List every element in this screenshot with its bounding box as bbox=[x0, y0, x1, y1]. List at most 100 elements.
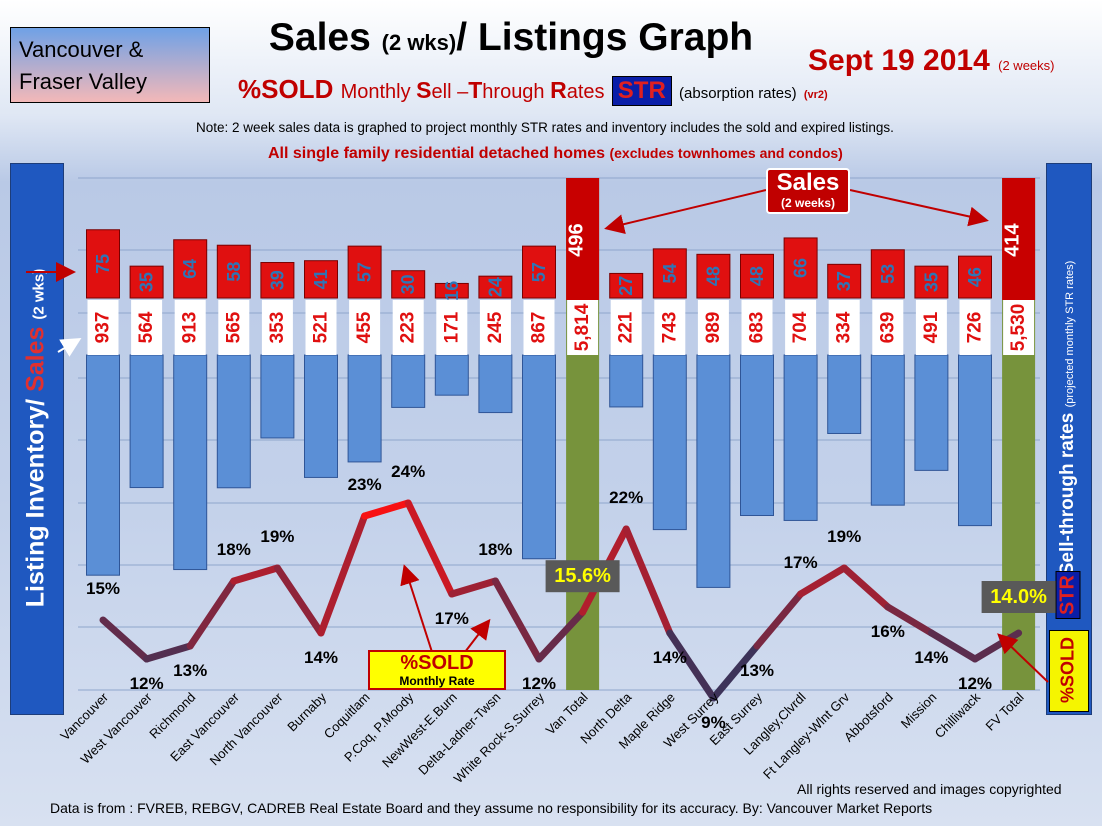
sales-value-label: 41 bbox=[311, 269, 331, 289]
inventory-label-box bbox=[741, 300, 773, 355]
region-label-box: Vancouver & Fraser Valley bbox=[10, 27, 210, 103]
sales-bar bbox=[478, 275, 513, 299]
sales-value-label: 16 bbox=[442, 281, 462, 301]
sales-callout-main: Sales bbox=[776, 169, 840, 196]
inventory-value-label: 704 bbox=[790, 311, 811, 343]
subtitle-s: S bbox=[416, 77, 432, 103]
inventory-value-label: 221 bbox=[616, 311, 637, 343]
category-label: Delta-Ladner-Twsn bbox=[415, 690, 503, 778]
region-line-1: Vancouver & bbox=[19, 37, 144, 62]
sales-callout: Sales (2 weeks) bbox=[766, 168, 850, 214]
inventory-label-box bbox=[828, 300, 860, 355]
inventory-bar bbox=[86, 354, 120, 576]
sales-value-label: 58 bbox=[224, 262, 244, 282]
inventory-bar bbox=[696, 354, 731, 588]
copyright-note: All rights reserved and images copyright… bbox=[797, 781, 1062, 797]
sold-rate-label: 23% bbox=[348, 475, 382, 494]
title-paren: (2 wks) bbox=[381, 30, 457, 55]
sales-bar bbox=[783, 237, 818, 299]
sales-bar bbox=[696, 253, 731, 299]
str-badge: STR bbox=[611, 76, 672, 106]
inventory-label-box bbox=[261, 300, 293, 355]
sales-value-label: 46 bbox=[965, 267, 985, 287]
inventory-value-label: 639 bbox=[877, 312, 898, 344]
sold-rate-label: 14% bbox=[914, 648, 948, 667]
sold-rate-label: 13% bbox=[740, 661, 774, 680]
sales-bar bbox=[827, 263, 862, 299]
inventory-label-box bbox=[349, 300, 381, 355]
inventory-value-label: 913 bbox=[180, 312, 201, 344]
inventory-bar bbox=[216, 354, 251, 489]
subtitle-hrough: hrough bbox=[482, 81, 545, 103]
sold-callout-sub: Monthly Rate bbox=[399, 674, 475, 688]
title-rest: / Listings Graph bbox=[456, 16, 754, 59]
sold-line-segment bbox=[361, 499, 412, 520]
sold-line-segment bbox=[622, 525, 674, 637]
inventory-value-label: 564 bbox=[136, 311, 157, 343]
inventory-bar bbox=[652, 354, 687, 531]
sales-value-label: 57 bbox=[529, 262, 549, 282]
total-sold-label: 15.6% bbox=[554, 565, 611, 587]
inventory-bar bbox=[173, 354, 208, 571]
sold-line-segment bbox=[927, 629, 979, 663]
sold-line-segment bbox=[273, 564, 325, 637]
subtitle-r: R bbox=[550, 77, 567, 103]
inventory-label-box bbox=[959, 300, 991, 355]
inventory-value-label: 5,530 bbox=[1008, 304, 1029, 352]
inventory-value-label: 726 bbox=[965, 312, 986, 344]
sales-bubble-arrow-right bbox=[849, 189, 989, 227]
inventory-value-label: 937 bbox=[93, 312, 114, 344]
sales-bar bbox=[870, 249, 905, 299]
inventory-label-box bbox=[872, 300, 904, 355]
inventory-label-box bbox=[1003, 300, 1035, 355]
sales-bar bbox=[522, 245, 556, 299]
subtitle-monthly: Monthly bbox=[340, 81, 411, 103]
sold-rate-line bbox=[99, 499, 1023, 702]
category-label: FV Total bbox=[983, 689, 1027, 733]
inventory-label-box bbox=[785, 300, 817, 355]
inventory-bar bbox=[522, 354, 556, 560]
sold-line-segment bbox=[709, 642, 761, 702]
note-scope: All single family residential detached h… bbox=[268, 145, 843, 163]
sales-value-label: 75 bbox=[93, 254, 113, 274]
left-axis-bar bbox=[10, 163, 64, 715]
sold-line-segment bbox=[753, 590, 805, 650]
sold-line-segment bbox=[230, 564, 281, 585]
inventory-bar bbox=[260, 354, 295, 439]
sales-value-label: 35 bbox=[921, 272, 941, 292]
sold-line-segment bbox=[884, 603, 935, 637]
inventory-value-label: 743 bbox=[659, 312, 680, 344]
inventory-bar bbox=[740, 354, 774, 517]
sales-bars: 75 35 64 58 39 41 57 30 16 24 57 496 27 54 48 48 66 37 53 3… bbox=[86, 178, 1036, 301]
subtitle-ell: ell – bbox=[431, 81, 469, 103]
category-label: NewWest-E.Burn bbox=[379, 690, 460, 771]
sold-line-segment bbox=[99, 616, 151, 663]
inventory-label-box bbox=[567, 300, 599, 355]
sold-rate-callout: %SOLD Monthly Rate bbox=[368, 650, 506, 690]
sold-rate-label: 16% bbox=[871, 622, 905, 641]
sold-rate-label: 17% bbox=[435, 609, 469, 628]
sales-value-label: 414 bbox=[1002, 222, 1024, 256]
sales-value-label: 30 bbox=[398, 274, 418, 294]
sold-rate-label: 18% bbox=[478, 540, 512, 559]
total-sold-box bbox=[545, 560, 620, 593]
sales-bar bbox=[216, 244, 251, 299]
note-scope-paren: (excludes townhomes and condos) bbox=[609, 145, 843, 161]
subtitle-absorption: (absorption rates) bbox=[679, 85, 797, 102]
inventory-value-label: 334 bbox=[834, 311, 855, 343]
sold-rate-label: 13% bbox=[173, 661, 207, 680]
sales-bar bbox=[434, 282, 469, 299]
right-sold-arrow bbox=[997, 633, 1049, 683]
sales-value-label: 496 bbox=[566, 223, 588, 256]
date-note: (2 weeks) bbox=[998, 58, 1055, 73]
inventory-label-box bbox=[436, 300, 468, 355]
sold-rate-label: 19% bbox=[827, 527, 861, 546]
sold-line-segment bbox=[666, 629, 717, 702]
date-main: Sept 19 2014 bbox=[808, 44, 990, 77]
sold-rate-label: 14% bbox=[653, 648, 687, 667]
inventory-bar bbox=[870, 354, 905, 506]
inventory-label-box bbox=[479, 300, 511, 355]
inventory-value-label: 989 bbox=[703, 312, 724, 344]
annotation-arrows bbox=[26, 189, 1049, 683]
